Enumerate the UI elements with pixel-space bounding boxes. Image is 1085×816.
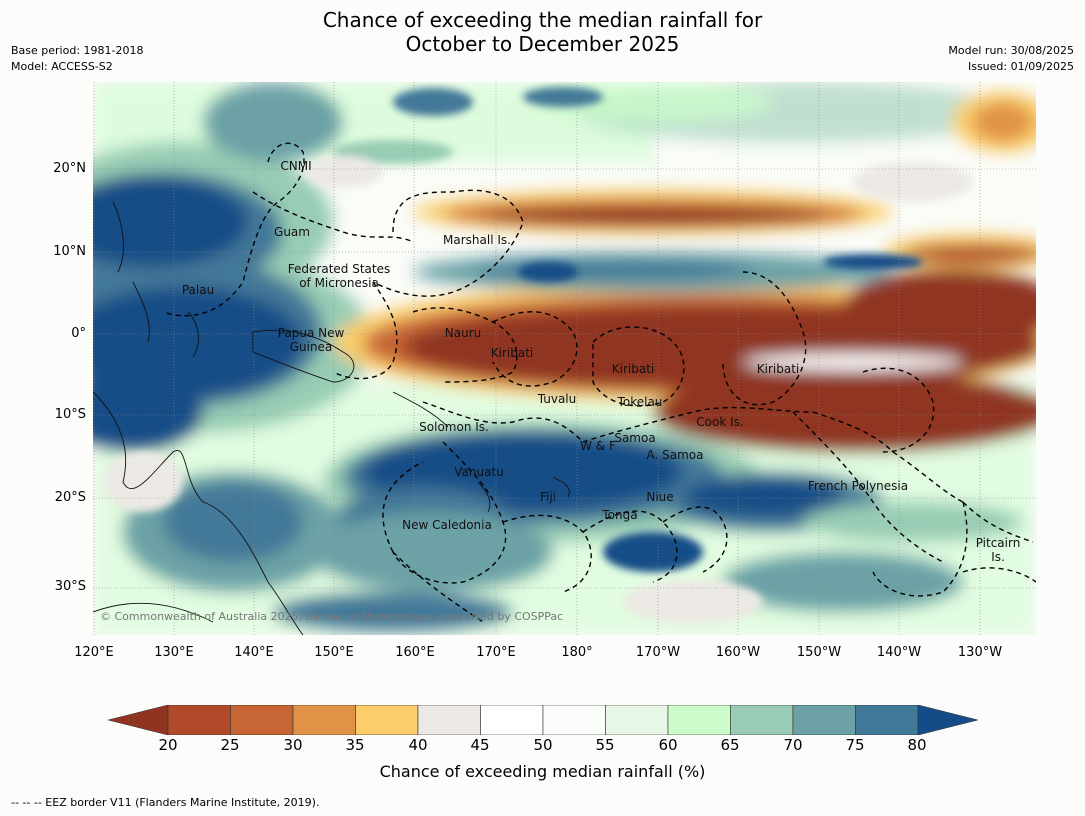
colorbar-tick: 65	[720, 736, 740, 754]
copyright-notice: © Commonwealth of Australia 2025, Bureau…	[100, 610, 564, 623]
colorbar-segment	[230, 705, 294, 735]
lat-label: 30°S	[54, 579, 86, 594]
place-label-cook-is: Cook Is.	[696, 415, 744, 429]
colorbar-segment	[417, 705, 481, 735]
lon-label: 130°W	[957, 645, 1003, 660]
lon-label: 160°W	[715, 645, 761, 660]
model-run-text: Model run: 30/08/2025	[948, 44, 1074, 57]
place-label-french-polynesia: French Polynesia	[807, 479, 909, 493]
colorbar-tick: 35	[345, 736, 365, 754]
rainfall-map	[93, 82, 1036, 635]
lon-label: 160°E	[395, 645, 435, 660]
lat-label: 20°N	[53, 161, 86, 176]
colorbar-segment	[292, 705, 356, 735]
lon-label: 170°E	[476, 645, 516, 660]
map-title-line1: Chance of exceeding the median rainfall …	[322, 8, 763, 32]
colorbar-segment	[355, 705, 419, 735]
place-label-new-caledonia: New Caledonia	[402, 518, 492, 532]
colorbar-tick: 20	[158, 736, 178, 754]
lat-label: 0°	[71, 326, 86, 341]
lon-label: 120°E	[74, 645, 114, 660]
meta-right: Model run: 30/08/2025 Issued: 01/09/2025	[948, 43, 1074, 75]
lat-label: 10°N	[53, 244, 86, 259]
model-text: Model: ACCESS-S2	[11, 60, 113, 73]
lon-label: 140°W	[876, 645, 922, 660]
colorbar-tick: 75	[845, 736, 865, 754]
colorbar-tick: 25	[220, 736, 240, 754]
base-period-text: Base period: 1981-2018	[11, 44, 144, 57]
colorbar-tick: 60	[658, 736, 678, 754]
lon-label: 180°	[561, 645, 593, 660]
colorbar-segment	[792, 705, 856, 735]
place-label-micronesia: Federated States of Micronesia	[287, 262, 391, 290]
coastlines	[93, 201, 570, 635]
issued-text: Issued: 01/09/2025	[967, 60, 1074, 73]
place-label-tokelau: Tokelau	[617, 395, 663, 409]
place-label-guam: Guam	[274, 225, 310, 239]
colorbar-segment	[855, 705, 919, 735]
place-label-wallis-futuna: W & F	[580, 439, 616, 453]
place-label-american-samoa: A. Samoa	[646, 448, 704, 462]
probability-field-detail	[103, 87, 973, 624]
colorbar-extension-high	[917, 705, 978, 735]
place-label-cnmi: CNMI	[280, 159, 312, 173]
colorbar-tick: 50	[533, 736, 553, 754]
place-label-niue: Niue	[646, 490, 674, 504]
place-label-tonga: Tonga	[602, 508, 638, 522]
colorbar-tick: 30	[283, 736, 303, 754]
meta-left: Base period: 1981-2018 Model: ACCESS-S2	[11, 43, 143, 75]
colorbar-segment	[480, 705, 544, 735]
colorbar-segment	[667, 705, 731, 735]
graticule	[93, 82, 1036, 635]
lon-label: 130°E	[154, 645, 194, 660]
lon-label: 170°W	[635, 645, 681, 660]
lon-label: 140°E	[234, 645, 274, 660]
colorbar-tick: 80	[907, 736, 927, 754]
place-label-fiji: Fiji	[539, 490, 557, 504]
map-title-line2: October to December 2025	[405, 32, 680, 56]
lat-label: 10°S	[54, 407, 86, 422]
colorbar-label: Chance of exceeding median rainfall (%)	[379, 762, 706, 781]
colorbar-segment	[542, 705, 606, 735]
place-label-marshall-is: Marshall Is.	[443, 233, 511, 247]
colorbar-segment	[605, 705, 669, 735]
eez-footnote: -- -- -- EEZ border V11 (Flanders Marine…	[11, 796, 320, 809]
place-label-nauru: Nauru	[444, 326, 482, 340]
place-label-palau: Palau	[181, 283, 215, 297]
colorbar-tick: 55	[595, 736, 615, 754]
colorbar-tick: 45	[470, 736, 490, 754]
place-label-tuvalu: Tuvalu	[537, 392, 577, 406]
colorbar	[108, 705, 978, 735]
lon-label: 150°E	[314, 645, 354, 660]
place-label-pitcairn-is: Pitcairn Is.	[975, 536, 1021, 564]
place-label-kiribati-central: Kiribati	[611, 362, 655, 376]
map-canvas	[93, 82, 1036, 635]
place-label-vanuatu: Vanuatu	[454, 465, 504, 479]
lat-label: 20°S	[54, 490, 86, 505]
colorbar-tick: 40	[408, 736, 428, 754]
place-label-png: Papua New Guinea	[277, 326, 345, 354]
eez-borders	[162, 142, 1036, 623]
colorbar-tick: 70	[783, 736, 803, 754]
colorbar-extension-low	[108, 705, 169, 735]
colorbar-segment	[167, 705, 231, 735]
lon-label: 150°W	[796, 645, 842, 660]
place-label-samoa: Samoa	[614, 431, 656, 445]
place-label-kiribati-west: Kiribati	[490, 346, 534, 360]
colorbar-segment	[730, 705, 794, 735]
place-label-solomon-is: Solomon Is.	[419, 420, 489, 434]
place-label-kiribati-east: Kiribati	[756, 362, 800, 376]
